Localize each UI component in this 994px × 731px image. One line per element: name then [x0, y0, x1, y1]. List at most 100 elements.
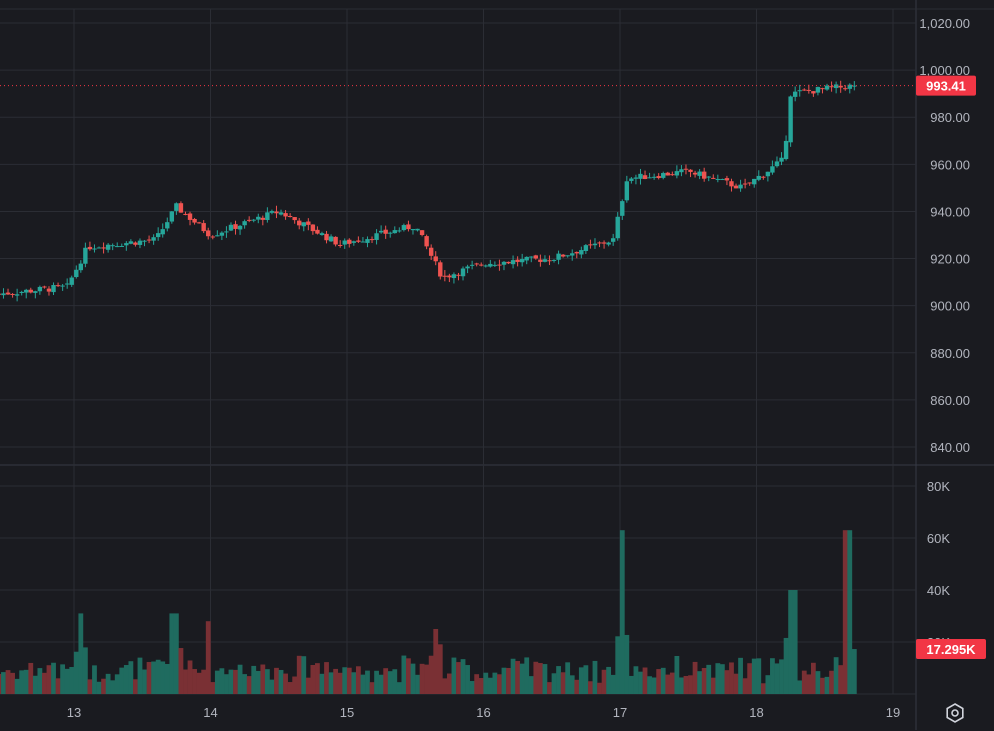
price-tick-label: 860.00 [930, 393, 970, 408]
candle-body [19, 291, 24, 294]
volume-bar [537, 663, 543, 694]
candle-body [656, 176, 661, 179]
volume-bar [396, 682, 402, 694]
candle-body [242, 221, 247, 226]
volume-bar [142, 669, 147, 694]
candle-body [251, 219, 256, 221]
candle-body [570, 253, 575, 256]
volume-bar [87, 679, 93, 694]
volume-bar [155, 659, 161, 694]
candle-body [342, 240, 347, 245]
last-price-label: 993.41 [926, 79, 966, 94]
volume-bar [123, 665, 129, 694]
volume-bar [310, 665, 316, 694]
candle-body [683, 168, 689, 170]
volume-bar [5, 670, 11, 694]
volume-bar [292, 676, 298, 694]
candle-body [438, 262, 443, 277]
candle-body [165, 222, 170, 229]
volume-bar [378, 674, 384, 694]
candle-body [629, 178, 634, 181]
candle-body [601, 242, 607, 244]
time-tick-label: 19 [886, 705, 900, 720]
candle-body [10, 293, 15, 295]
candle-body [28, 289, 33, 293]
candle-body [233, 224, 238, 229]
candle-body [60, 285, 65, 287]
volume-bar [456, 662, 461, 694]
volume-bar [742, 678, 748, 694]
volume-bar [556, 666, 561, 694]
volume-bar [419, 663, 425, 694]
volume-bar [296, 655, 302, 694]
candle-body [360, 241, 366, 243]
candle-body [765, 171, 771, 177]
candle-body [824, 85, 830, 90]
volume-bar [651, 677, 657, 694]
volume-bar [533, 661, 539, 694]
candle-body [815, 87, 821, 93]
candle-body [278, 212, 284, 215]
candle-body [833, 84, 839, 89]
volume-bar [478, 678, 484, 694]
volume-bar [756, 658, 762, 694]
candle-body [479, 264, 484, 266]
volume-bar [337, 672, 343, 694]
volume-bar [697, 671, 703, 694]
candle-body [556, 253, 561, 260]
candle-body [256, 216, 261, 220]
volume-bar [820, 677, 825, 694]
time-tick-label: 17 [613, 705, 627, 720]
chart-settings-button[interactable] [940, 700, 970, 726]
candle-body [274, 211, 279, 214]
volume-bar [78, 613, 84, 694]
volume-bar [287, 682, 293, 694]
candle-body [697, 171, 702, 176]
candle-body [738, 184, 743, 189]
candle-body [551, 259, 557, 261]
candle-body [415, 228, 420, 231]
candle-body [674, 171, 680, 176]
volume-bar [255, 670, 261, 694]
volume-bar [701, 667, 707, 694]
volume-bar [251, 665, 257, 694]
candle-body [506, 261, 511, 264]
candle-body [797, 90, 802, 92]
volume-bar [515, 661, 521, 694]
candle-body [378, 230, 384, 233]
volume-bar [160, 661, 166, 694]
volume-bar [60, 664, 66, 694]
candle-body [1, 293, 6, 296]
volume-bar [838, 665, 844, 694]
volume-bar [628, 675, 634, 694]
volume-bar [355, 666, 361, 694]
volume-bar [638, 671, 643, 694]
volume-bar [829, 670, 834, 694]
volume-bar [815, 671, 821, 694]
candle-body [201, 223, 206, 232]
candle-body [228, 224, 234, 231]
volume-bar [474, 674, 480, 694]
candle-body [424, 236, 429, 247]
volume-bar [346, 667, 352, 694]
volume-bar [624, 634, 630, 694]
volume-bar [360, 674, 366, 694]
candle-body [788, 96, 793, 143]
candle-body [356, 240, 361, 242]
volume-bar [724, 670, 730, 694]
volume-bar [264, 669, 270, 694]
candle-body [474, 263, 479, 265]
volume-bar [615, 636, 621, 694]
volume-bar [237, 664, 243, 694]
volume-bar [506, 667, 511, 694]
volume-bar [751, 658, 757, 694]
candle-body [465, 266, 470, 269]
candle-body [105, 244, 111, 250]
candle-body [42, 286, 47, 288]
volume-bar [747, 663, 753, 694]
candle-body [492, 264, 498, 266]
volume-bar [528, 676, 534, 694]
volume-bar [178, 648, 184, 694]
volume-bar [542, 664, 548, 694]
